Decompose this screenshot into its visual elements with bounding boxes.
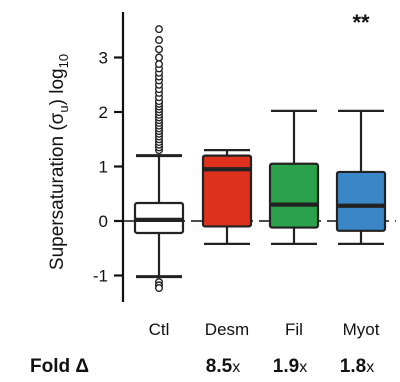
fold-change-row: Fold Δ 8.5x 1.9x 1.8x xyxy=(30,356,374,377)
box-series xyxy=(133,25,387,293)
y-tick-label: -1 xyxy=(93,267,108,286)
category-label-ctl: Ctl xyxy=(149,320,170,339)
fold-change-title: Fold Δ xyxy=(30,356,89,377)
category-labels: Ctl Desm Fil Myot xyxy=(149,320,380,339)
y-tick-label: 2 xyxy=(99,103,108,122)
outlier-point xyxy=(154,284,163,293)
fold-change-suffix: x xyxy=(299,359,307,376)
category-label-desm: Desm xyxy=(205,320,249,339)
outlier-point xyxy=(154,60,163,69)
outlier-point xyxy=(154,36,163,45)
fold-change-value: 8.5x xyxy=(206,356,240,377)
category-label-fil: Fil xyxy=(285,320,303,339)
fold-change-number: 1.8 xyxy=(340,356,366,377)
box-iqr xyxy=(335,170,387,232)
significance-marker: ** xyxy=(352,10,370,35)
category-label-myot: Myot xyxy=(343,320,380,339)
fold-change-number: 1.9 xyxy=(273,356,299,377)
box-iqr xyxy=(201,154,253,228)
fold-change-number: 8.5 xyxy=(206,356,233,377)
box-fil xyxy=(268,109,320,245)
significance-markers: ** xyxy=(352,10,370,35)
box-ctl xyxy=(133,25,185,293)
fold-change-suffix: x xyxy=(232,359,240,376)
y-tick-label: 0 xyxy=(99,212,108,231)
outlier-point xyxy=(154,25,163,34)
fold-change-value: 1.8x xyxy=(340,356,374,377)
box-myot xyxy=(335,109,387,245)
y-axis: -1 0 1 2 3 Supersaturation (σu) log10 xyxy=(47,12,125,302)
outlier-point xyxy=(154,45,163,54)
outlier-point xyxy=(154,53,163,62)
box-desm xyxy=(201,149,253,245)
fold-change-suffix: x xyxy=(366,359,374,376)
y-tick-label: 1 xyxy=(99,158,108,177)
fold-change-value: 1.9x xyxy=(273,356,307,377)
box-iqr xyxy=(268,162,320,229)
y-tick-label: 3 xyxy=(99,49,108,68)
y-axis-label: Supersaturation (σu) log10 xyxy=(47,54,71,270)
